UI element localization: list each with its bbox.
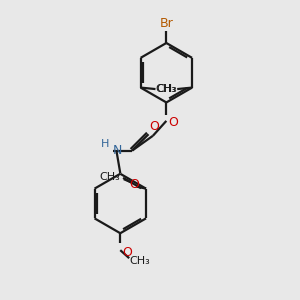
Text: O: O: [168, 116, 178, 129]
Text: O: O: [150, 120, 160, 133]
Text: CH₃: CH₃: [156, 84, 177, 94]
Text: O: O: [129, 178, 139, 191]
Text: Br: Br: [160, 17, 173, 30]
Text: CH₃: CH₃: [156, 84, 176, 94]
Text: CH₃: CH₃: [99, 172, 120, 182]
Text: CH₃: CH₃: [130, 256, 151, 266]
Text: O: O: [122, 246, 132, 259]
Text: H: H: [101, 139, 109, 149]
Text: N: N: [113, 144, 122, 157]
